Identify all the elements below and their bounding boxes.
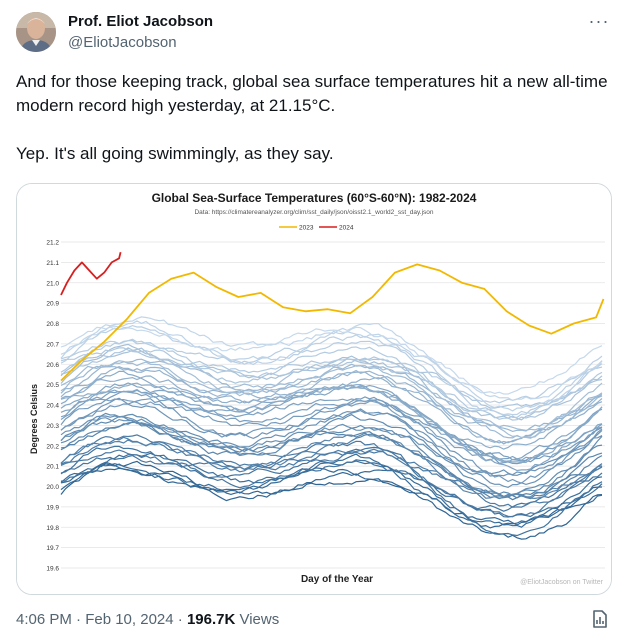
y-tick-label: 20.4 — [46, 403, 59, 410]
historical-series-line — [60, 398, 603, 484]
historical-series-line — [60, 347, 603, 421]
historical-series-line — [60, 434, 603, 508]
y-tick-label: 20.5 — [46, 382, 59, 389]
chart-legend: 2023 2024 — [279, 225, 354, 232]
historical-series-line — [60, 360, 603, 431]
views-count: 196.7K — [186, 611, 236, 628]
y-tick-label: 19.7 — [46, 545, 59, 552]
tweet-footer: 4:06 PM · Feb 10, 2024 · 196.7K Views — [16, 610, 611, 632]
historical-series-line — [60, 440, 603, 518]
y-tick-label: 19.9 — [46, 504, 59, 511]
y-tick-label: 21.0 — [46, 280, 59, 287]
author-names: Prof. Eliot Jacobson @EliotJacobson — [68, 12, 213, 53]
chart-historical-series — [60, 316, 603, 540]
historical-series-line — [60, 343, 603, 439]
more-icon[interactable]: ··· — [588, 11, 610, 31]
historical-series-line — [60, 382, 603, 472]
tweet-text: And for those keeping track, global sea … — [16, 70, 611, 190]
chart-subtitle: Data: https://climatereanalyzer.org/clim… — [194, 209, 433, 216]
author-display-name[interactable]: Prof. Eliot Jacobson — [68, 13, 214, 30]
y-tick-label: 20.9 — [46, 301, 59, 308]
historical-series-line — [60, 409, 603, 489]
legend-label-2023: 2023 — [299, 225, 314, 232]
historical-series-line — [60, 324, 603, 416]
tweet-paragraph: Yep. It's all going swimmingly, as they … — [16, 144, 334, 163]
y-tick-label: 21.2 — [46, 240, 59, 247]
views-label: Views — [235, 611, 280, 628]
series-line-2023 — [60, 263, 605, 382]
historical-series-line — [60, 326, 603, 395]
historical-series-line — [60, 316, 603, 402]
historical-series-line — [60, 453, 603, 528]
tweet-timestamp[interactable]: 4:06 PM · Feb 10, 2024 · — [16, 611, 187, 628]
y-tick-label: 20.1 — [46, 464, 59, 471]
tweet-media-chart[interactable]: Global Sea-Surface Temperatures (60°S-60… — [16, 183, 612, 595]
y-tick-label: 19.8 — [46, 525, 59, 532]
y-tick-label: 20.3 — [46, 423, 59, 430]
avatar-image — [16, 12, 56, 52]
historical-series-line — [60, 412, 603, 498]
y-tick-label: 20.7 — [46, 341, 59, 348]
avatar[interactable] — [16, 12, 56, 52]
historical-series-line — [60, 415, 603, 497]
historical-series-line — [60, 460, 603, 540]
y-tick-label: 20.2 — [46, 443, 59, 450]
tweet-paragraph: And for those keeping track, global sea … — [16, 72, 608, 115]
historical-series-line — [60, 384, 603, 463]
historical-series-line — [60, 339, 603, 418]
chart-title: Global Sea-Surface Temperatures (60°S-60… — [152, 191, 477, 205]
historical-series-line — [60, 397, 603, 477]
chart-x-axis-label: Day of the Year — [301, 574, 373, 585]
y-tick-label: 20.0 — [46, 484, 59, 491]
y-tick-label: 19.6 — [46, 566, 59, 573]
analytics-icon[interactable] — [589, 608, 611, 630]
y-tick-label: 21.1 — [46, 260, 59, 267]
y-tick-label: 20.8 — [46, 321, 59, 328]
historical-series-line — [60, 347, 603, 409]
historical-series-line — [60, 467, 603, 529]
chart-y-ticks: 21.2 21.1 21.0 20.9 20.8 20.7 20.6 20.5 20.4 20.3… — [46, 240, 59, 573]
historical-series-line — [60, 389, 603, 465]
historical-series-line — [60, 364, 603, 433]
author-handle[interactable]: @EliotJacobson — [68, 34, 177, 51]
historical-series-line — [60, 358, 603, 439]
legend-label-2024: 2024 — [339, 225, 354, 232]
chart-y-axis-label: Degrees Celsius — [29, 384, 39, 454]
historical-series-line — [60, 398, 603, 462]
chart-watermark: @EliotJacobson on Twitter — [520, 579, 604, 586]
sst-line-chart: Global Sea-Surface Temperatures (60°S-60… — [17, 184, 611, 594]
series-line-2024 — [60, 251, 122, 296]
y-tick-label: 20.6 — [46, 362, 59, 369]
chart-highlight-series — [60, 251, 605, 382]
tweet-header: Prof. Eliot Jacobson @EliotJacobson ··· — [16, 12, 611, 56]
historical-series-line — [60, 390, 603, 460]
